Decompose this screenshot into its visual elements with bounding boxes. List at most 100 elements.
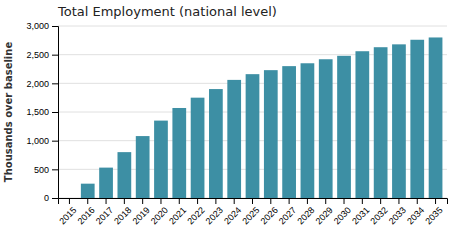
y-tick-label: 1,500 [26,107,49,117]
x-tick-label: 2022 [185,205,206,226]
x-tick-mark [215,198,216,204]
bar [282,66,296,198]
x-tick-mark [124,198,125,204]
plot: 2015201620172018201920202021202220232024… [26,21,447,226]
y-tick-mark [52,26,58,27]
bar [209,89,223,198]
bar [172,108,186,198]
x-tick: 2033 [387,198,408,226]
x-tick-mark [87,198,88,204]
x-tick-mark [160,198,161,204]
x-tick: 2019 [130,198,151,226]
x-tick-label: 2018 [112,205,133,226]
bar [319,59,333,198]
chart: 2015201620172018201920202021202220232024… [0,0,459,234]
y-tick-label: 500 [34,165,49,175]
y-tick-label: 3,000 [26,21,49,31]
x-tick-mark [344,198,345,204]
bar [99,168,113,198]
x-tick: 2016 [76,198,97,226]
bar [264,70,278,198]
x-tick: 2018 [112,198,133,226]
x-tick-label: 2024 [222,205,243,226]
y-tick: 500 [34,165,58,175]
x-tick: 2015 [57,198,78,226]
x-tick-label: 2021 [167,205,188,226]
y-tick-label: 1,000 [26,136,49,146]
x-tick-label: 2017 [94,205,115,226]
x-tick-mark [398,198,399,204]
y-tick-mark [52,169,58,170]
x-tick: 2021 [167,198,188,226]
x-tick-label: 2031 [350,205,371,226]
x-tick: 2028 [295,198,316,226]
bar [227,80,241,198]
x-tick-label: 2030 [332,205,353,226]
x-tick-label: 2032 [368,205,389,226]
x-tick-label: 2026 [259,205,280,226]
x-tick: 2029 [314,198,335,226]
bar [117,152,131,198]
y-tick-mark [52,83,58,84]
x-tick-mark [142,198,143,204]
x-tick-mark [252,198,253,204]
x-tick: 2020 [149,198,170,226]
bar [337,56,351,198]
y-tick: 1,000 [26,136,58,146]
x-tick: 2030 [332,198,353,226]
x-tick-label: 2029 [314,205,335,226]
x-tick-mark [289,198,290,204]
y-tick-label: 2,000 [26,79,49,89]
x-tick: 2035 [423,198,444,226]
x-tick-label: 2033 [387,205,408,226]
bar [392,44,406,198]
x-tick-label: 2035 [423,205,444,226]
x-tick: 2022 [185,198,206,226]
x-tick: 2023 [204,198,225,226]
y-tick-label: 2,500 [26,50,49,60]
x-tick-label: 2023 [204,205,225,226]
x-tick: 2032 [368,198,389,226]
bar [246,74,260,198]
bar [63,198,77,199]
y-tick: 1,500 [26,107,58,117]
x-tick-mark [307,198,308,204]
x-tick-mark [362,198,363,204]
bar [136,136,150,198]
bar [374,47,388,198]
y-tick: 3,000 [26,21,58,31]
x-tick-label: 2020 [149,205,170,226]
x-tick: 2031 [350,198,371,226]
x-axis: 2015201620172018201920202021202220232024… [57,198,447,226]
y-tick-mark [52,55,58,56]
grid-line [58,26,447,27]
x-tick-label: 2025 [240,205,261,226]
y-axis-title: Thousands over baseline [3,42,14,183]
y-tick: 0 [44,193,58,203]
x-tick: 2026 [259,198,280,226]
x-tick: 2027 [277,198,298,226]
x-tick-mark [197,198,198,204]
x-tick-label: 2028 [295,205,316,226]
bars [81,37,443,198]
bar [81,184,95,198]
x-tick-mark [417,198,418,204]
x-tick: 2017 [94,198,115,226]
bar [191,98,205,198]
grid-line [58,54,447,55]
x-tick-mark [380,198,381,204]
bar [355,51,369,198]
x-tick-mark [106,198,107,204]
y-tick-mark [52,198,58,199]
x-tick-mark [325,198,326,204]
y-axis: 0 500 1,000 1,500 2,000 2,500 3,000 [26,21,58,203]
x-tick-mark [179,198,180,204]
x-tick-mark [270,198,271,204]
bar [410,40,424,198]
bar [429,37,443,198]
title: Total Employment (national level) [57,4,277,19]
x-tick: 2025 [240,198,261,226]
bar [154,121,168,198]
x-tick-label: 2027 [277,205,298,226]
x-axis-line [59,199,448,205]
